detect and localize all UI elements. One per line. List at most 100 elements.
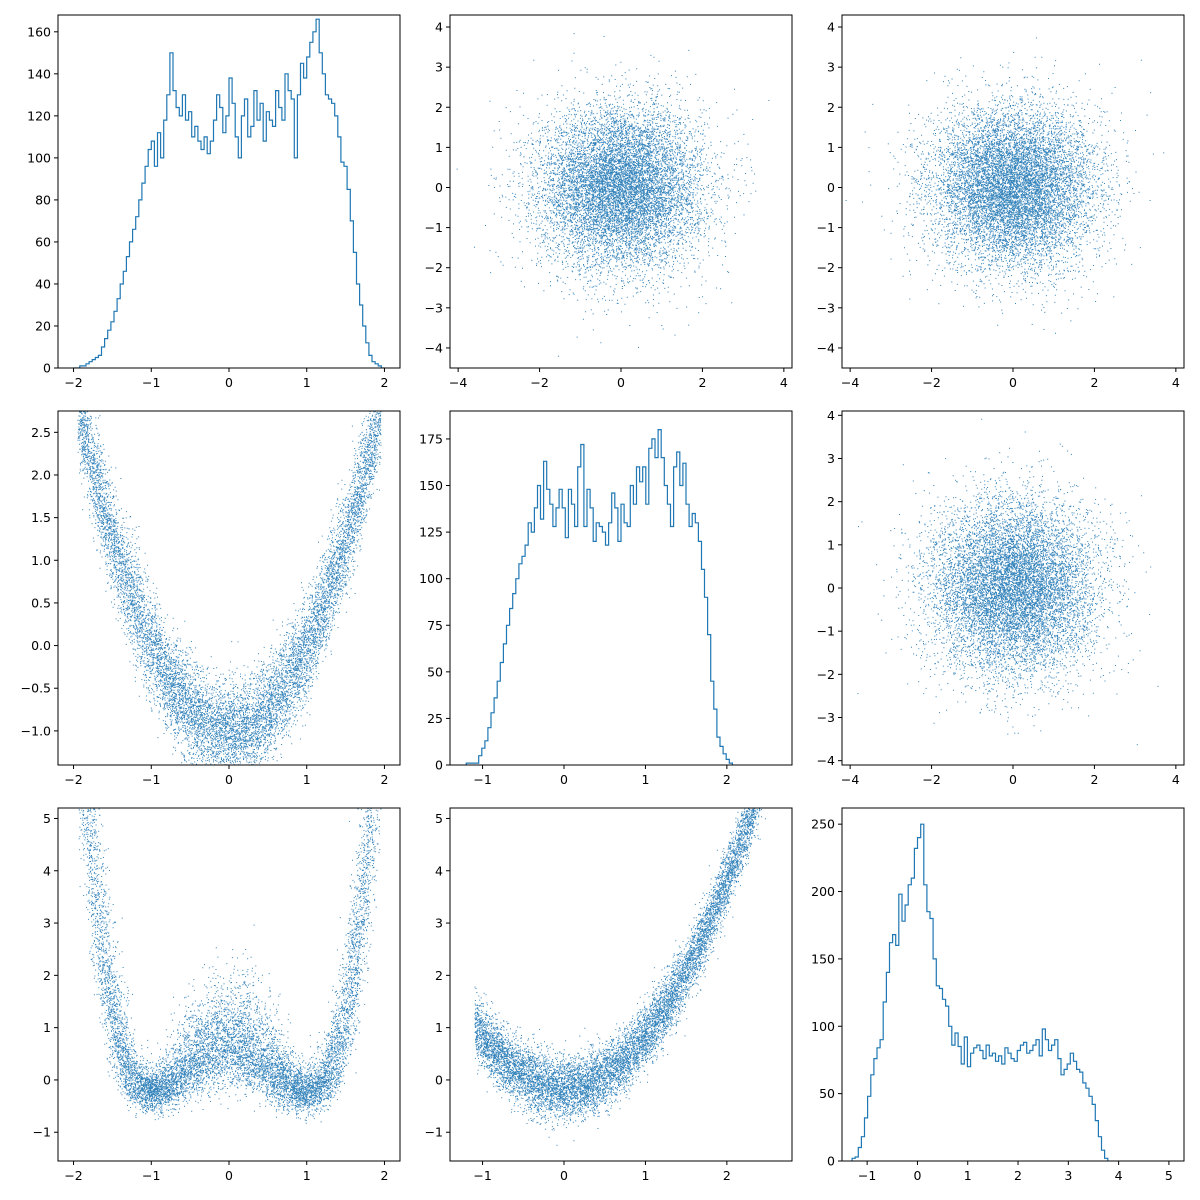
x-tick-label: 2	[1090, 772, 1098, 787]
y-tick-label: 0	[43, 1072, 51, 1087]
y-tick-label: 2.0	[31, 467, 51, 482]
x-tick-label: 4	[780, 375, 788, 390]
y-tick-label: −2	[817, 667, 835, 682]
x-tick-label: 0	[913, 1168, 921, 1183]
y-tick-label: 3	[435, 60, 443, 75]
y-tick-label: 1	[827, 537, 835, 552]
y-tick-label: 60	[35, 234, 51, 249]
histogram-step-line	[73, 18, 385, 368]
y-tick-label: −1	[33, 1125, 51, 1140]
x-tick-label: −2	[64, 1168, 82, 1183]
y-tick-label: −1	[425, 220, 443, 235]
y-tick-label: 120	[27, 108, 51, 123]
x-tick-label: 0	[1009, 375, 1017, 390]
x-tick-label: 0	[225, 1168, 233, 1183]
y-tick-label: 25	[427, 711, 443, 726]
x-tick-label: 1	[641, 772, 649, 787]
x-tick-label: 0	[225, 375, 233, 390]
y-tick-label: 0	[435, 180, 443, 195]
x-tick-label: −1	[142, 1168, 160, 1183]
x-tick-label: −1	[858, 1168, 876, 1183]
y-tick-label: 2	[435, 100, 443, 115]
plot-area-r2c2	[465, 429, 733, 765]
y-tick-label: −4	[817, 753, 835, 768]
y-tick-label: −1	[817, 220, 835, 235]
y-tick-label: 2	[827, 100, 835, 115]
x-tick-label: 1	[964, 1168, 972, 1183]
x-tick-label: 2	[380, 1168, 388, 1183]
y-tick-label: 4	[827, 20, 835, 35]
x-tick-label: 0	[1009, 772, 1017, 787]
x-tick-label: −2	[64, 772, 82, 787]
x-tick-label: 0	[225, 772, 233, 787]
y-tick-label: 3	[435, 916, 443, 931]
y-tick-label: −2	[425, 260, 443, 275]
y-tick-label: 150	[811, 951, 835, 966]
plot-area-r1c1	[73, 18, 385, 368]
y-tick-label: 100	[27, 150, 51, 165]
x-tick-label: −2	[530, 375, 548, 390]
y-tick-label: 75	[427, 618, 443, 633]
y-tick-label: −4	[817, 340, 835, 355]
y-tick-label: 0.0	[31, 638, 51, 653]
y-tick-label: −1	[425, 1125, 443, 1140]
x-tick-label: −1	[473, 772, 491, 787]
y-tick-label: 3	[827, 60, 835, 75]
x-tick-label: 2	[698, 375, 706, 390]
histogram-step-line	[851, 823, 1109, 1161]
x-tick-label: 1	[303, 1168, 311, 1183]
x-tick-label: −1	[473, 1168, 491, 1183]
panel-r3c2: −1 0 1 2 −1 0 1 2 3 4 5	[425, 807, 793, 1183]
x-tick-label: 3	[1064, 1168, 1072, 1183]
y-tick-label: 0	[827, 581, 835, 596]
x-tick-label: 2	[723, 772, 731, 787]
y-tick-label: 100	[419, 571, 443, 586]
y-tick-label: 1	[435, 140, 443, 155]
y-tick-label: 0	[435, 1072, 443, 1087]
x-tick-label: −2	[922, 772, 940, 787]
y-tick-label: 150	[419, 478, 443, 493]
y-tick-label: 250	[811, 817, 835, 832]
panel-r2c1: −2 −1 0 1 2 −1.0 −0.5 0.0 0.5 1.0 1.5 2.0 2.5	[21, 410, 401, 787]
y-tick-label: 1	[435, 1020, 443, 1035]
y-tick-label: 4	[435, 20, 443, 35]
y-tick-label: 4	[827, 408, 835, 423]
plot-area-r3c3	[851, 823, 1109, 1161]
y-tick-label: 2	[827, 494, 835, 509]
x-tick-label: −2	[922, 375, 940, 390]
y-tick-label: 200	[811, 884, 835, 899]
axes-frame	[449, 807, 793, 1162]
x-tick-label: 2	[1090, 375, 1098, 390]
y-tick-label: 0	[827, 1154, 835, 1169]
y-tick-label: 160	[27, 24, 51, 39]
y-tick-label: 20	[35, 318, 51, 333]
y-tick-label: 3	[827, 451, 835, 466]
y-tick-label: −4	[425, 340, 443, 355]
scatter-points	[77, 411, 382, 765]
x-tick-label: 0	[560, 1168, 568, 1183]
y-tick-label: 3	[43, 916, 51, 931]
x-tick-label: 4	[1172, 772, 1180, 787]
y-tick-label: 1.0	[31, 553, 51, 568]
x-tick-label: 4	[1115, 1168, 1123, 1183]
axes-frame	[841, 807, 1185, 1162]
panel-r1c3: −4 −2 0 2 4 −4 −3 −2 −1 0 1 2 3 4	[817, 14, 1185, 390]
y-tick-label: −3	[817, 710, 835, 725]
x-tick-label: 1	[303, 772, 311, 787]
plot-area-r2c1	[77, 411, 382, 765]
y-tick-label: 50	[819, 1086, 835, 1101]
y-tick-label: 4	[435, 863, 443, 878]
y-tick-label: 2.5	[31, 425, 51, 440]
x-tick-label: 0	[560, 772, 568, 787]
scatter-points	[857, 418, 1159, 746]
axes-frame	[449, 410, 793, 766]
y-tick-label: −1	[817, 624, 835, 639]
x-tick-label: 1	[303, 375, 311, 390]
y-tick-label: 0	[435, 758, 443, 773]
x-tick-label: 2	[1014, 1168, 1022, 1183]
y-tick-label: −0.5	[21, 681, 51, 696]
y-tick-label: 0	[827, 180, 835, 195]
x-tick-label: −2	[64, 375, 82, 390]
y-tick-label: 5	[43, 811, 51, 826]
